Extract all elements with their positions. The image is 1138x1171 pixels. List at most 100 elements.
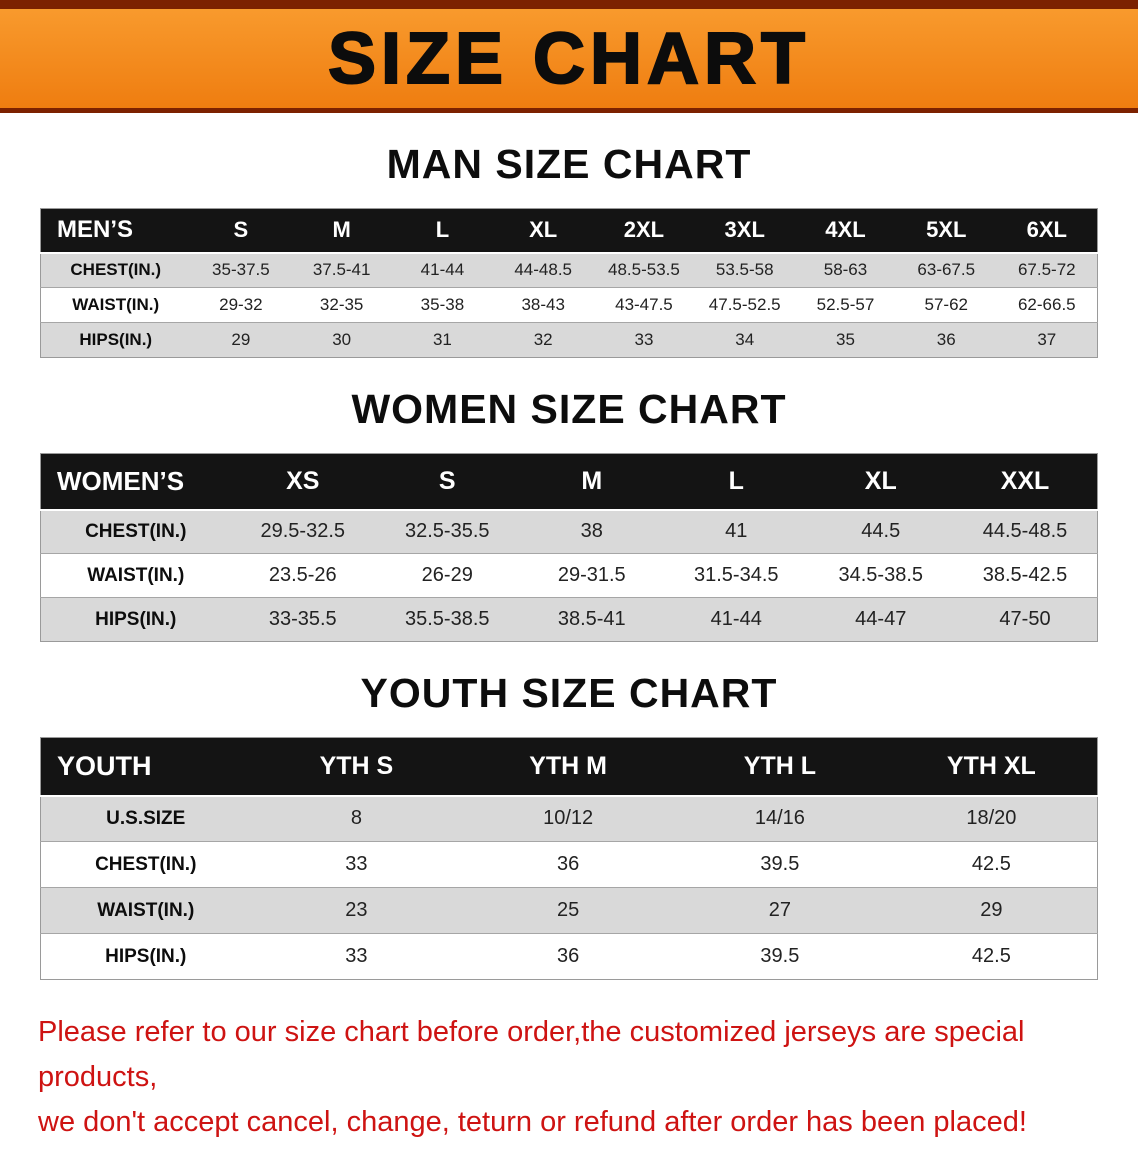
size-value-cell: 38 bbox=[580, 520, 603, 543]
row-label: HIPS(IN.) bbox=[95, 608, 177, 630]
women-table-title: WOMEN’S bbox=[40, 453, 231, 511]
page-title: SIZE CHART bbox=[327, 18, 810, 100]
size-value-cell: 33 bbox=[345, 945, 368, 967]
size-value-cell: 10/12 bbox=[543, 807, 594, 830]
women-size-col-header: L bbox=[664, 453, 809, 511]
men-size-col-header: 3XL bbox=[694, 208, 796, 254]
size-value-cell: 35.5-38.5 bbox=[404, 608, 490, 630]
size-value-cell: 36 bbox=[936, 330, 956, 349]
size-value-cell: 35 bbox=[836, 330, 855, 349]
size-value-cell: 31.5-34.5 bbox=[693, 564, 779, 586]
size-value-cell: 8 bbox=[350, 807, 362, 830]
size-value-cell: 44-47 bbox=[855, 608, 907, 630]
men-size-col-header: 5XL bbox=[895, 208, 997, 254]
size-value-cell: 44-48.5 bbox=[514, 260, 573, 280]
size-value-cell: 67.5-72 bbox=[1017, 260, 1076, 280]
size-value-cell: 48.5-53.5 bbox=[608, 260, 680, 280]
size-value-cell: 23 bbox=[345, 899, 368, 921]
men-size-col-header: 4XL bbox=[795, 208, 896, 254]
women-header-row: WOMEN’S XS S M L XL XXL bbox=[40, 453, 1098, 511]
row-label: CHEST(IN.) bbox=[70, 260, 162, 280]
size-value-cell: 44.5-48.5 bbox=[982, 520, 1068, 543]
size-value-cell: 43-47.5 bbox=[615, 295, 673, 314]
size-value-cell: 32 bbox=[533, 330, 553, 349]
row-label: U.S.SIZE bbox=[106, 807, 186, 829]
size-value-cell: 41 bbox=[725, 520, 748, 543]
size-value-cell: 18/20 bbox=[966, 807, 1017, 830]
size-value-cell: 32.5-35.5 bbox=[404, 520, 490, 543]
women-size-col-header: S bbox=[375, 453, 520, 511]
size-chart-banner: SIZE CHART bbox=[0, 0, 1138, 113]
size-value-cell: 29-31.5 bbox=[557, 564, 626, 586]
order-policy-note: Please refer to our size chart before or… bbox=[38, 1010, 1118, 1145]
row-label: WAIST(IN.) bbox=[87, 564, 185, 586]
youth-table: YOUTH YTH S YTH M YTH L YTH XL U.S.SIZE 8 10/1… bbox=[40, 737, 1098, 980]
size-value-cell: 34 bbox=[735, 330, 755, 349]
men-header-row: MEN’S S M L XL 2XL 3XL 4XL 5XL 6XL bbox=[40, 208, 1098, 254]
row-label: CHEST(IN.) bbox=[85, 520, 187, 542]
women-size-col-header: M bbox=[519, 453, 664, 511]
size-value-cell: 38.5-42.5 bbox=[982, 564, 1068, 586]
men-size-col-header: M bbox=[291, 208, 393, 254]
size-value-cell: 52.5-57 bbox=[816, 295, 875, 314]
youth-section-heading: YOUTH SIZE CHART bbox=[360, 670, 778, 716]
size-value-cell: 39.5 bbox=[760, 945, 800, 967]
men-size-col-header: XL bbox=[492, 208, 594, 254]
row-label: CHEST(IN.) bbox=[95, 853, 197, 875]
order-policy-note-line2: we don't accept cancel, change, teturn o… bbox=[38, 1105, 1027, 1138]
men-size-col-header: 2XL bbox=[593, 208, 695, 254]
size-value-cell: 47.5-52.5 bbox=[708, 295, 781, 314]
size-value-cell: 32-35 bbox=[319, 295, 364, 314]
size-value-cell: 33 bbox=[634, 330, 654, 349]
size-value-cell: 14/16 bbox=[754, 807, 805, 830]
size-value-cell: 39.5 bbox=[760, 853, 800, 875]
men-size-col-header: 6XL bbox=[996, 208, 1098, 254]
youth-header-row: YOUTH YTH S YTH M YTH L YTH XL bbox=[40, 737, 1098, 797]
size-value-cell: 29-32 bbox=[219, 295, 263, 314]
size-value-cell: 33 bbox=[345, 853, 368, 875]
women-size-col-header: XL bbox=[808, 453, 953, 511]
table-row: CHEST(IN.) 33 36 39.5 42.5 bbox=[40, 841, 1098, 888]
size-value-cell: 29 bbox=[231, 330, 251, 349]
size-value-cell: 27 bbox=[768, 899, 791, 921]
size-value-cell: 63-67.5 bbox=[917, 260, 976, 280]
table-row: HIPS(IN.) 33 36 39.5 42.5 bbox=[40, 933, 1098, 980]
size-value-cell: 30 bbox=[332, 330, 352, 349]
youth-size-col-header: YTH S bbox=[250, 737, 463, 797]
women-size-col-header: XXL bbox=[953, 453, 1098, 511]
size-value-cell: 25 bbox=[557, 899, 580, 921]
men-section-heading: MAN SIZE CHART bbox=[386, 141, 752, 187]
size-value-cell: 37 bbox=[1037, 330, 1057, 349]
youth-size-col-header: YTH XL bbox=[885, 737, 1098, 797]
size-value-cell: 42.5 bbox=[971, 853, 1011, 875]
row-label: HIPS(IN.) bbox=[79, 330, 153, 349]
table-row: HIPS(IN.) 29 30 31 32 33 34 35 36 37 bbox=[40, 322, 1098, 358]
size-value-cell: 41-44 bbox=[710, 608, 762, 630]
row-label: WAIST(IN.) bbox=[97, 899, 195, 921]
size-value-cell: 58-63 bbox=[823, 260, 868, 280]
row-label: HIPS(IN.) bbox=[105, 945, 187, 967]
table-row: CHEST(IN.) 29.5-32.5 32.5-35.5 38 41 44.5 44.5… bbox=[40, 509, 1098, 554]
size-value-cell: 44.5 bbox=[861, 520, 901, 543]
youth-size-col-header: YTH L bbox=[674, 737, 886, 797]
size-value-cell: 31 bbox=[432, 330, 452, 349]
size-value-cell: 29 bbox=[980, 899, 1003, 921]
men-size-col-header: L bbox=[392, 208, 493, 254]
men-size-col-header: S bbox=[190, 208, 292, 254]
table-row: U.S.SIZE 8 10/12 14/16 18/20 bbox=[40, 795, 1098, 842]
youth-size-col-header: YTH M bbox=[462, 737, 674, 797]
size-value-cell: 38.5-41 bbox=[557, 608, 626, 630]
table-row: WAIST(IN.) 29-32 32-35 35-38 38-43 43-47.5 47.… bbox=[40, 287, 1098, 323]
size-value-cell: 42.5 bbox=[971, 945, 1011, 967]
row-label: WAIST(IN.) bbox=[72, 295, 160, 314]
table-row: CHEST(IN.) 35-37.5 37.5-41 41-44 44-48.5 48.5… bbox=[40, 252, 1098, 288]
size-value-cell: 35-38 bbox=[420, 295, 465, 314]
size-value-cell: 36 bbox=[557, 853, 580, 875]
women-section-heading: WOMEN SIZE CHART bbox=[351, 386, 787, 432]
size-value-cell: 57-62 bbox=[924, 295, 968, 314]
size-value-cell: 35-37.5 bbox=[212, 260, 270, 280]
youth-table-title: YOUTH bbox=[40, 737, 251, 797]
size-value-cell: 26-29 bbox=[421, 564, 473, 586]
size-value-cell: 62-66.5 bbox=[1017, 295, 1076, 314]
table-row: WAIST(IN.) 23.5-26 26-29 29-31.5 31.5-34.5 34… bbox=[40, 553, 1098, 598]
